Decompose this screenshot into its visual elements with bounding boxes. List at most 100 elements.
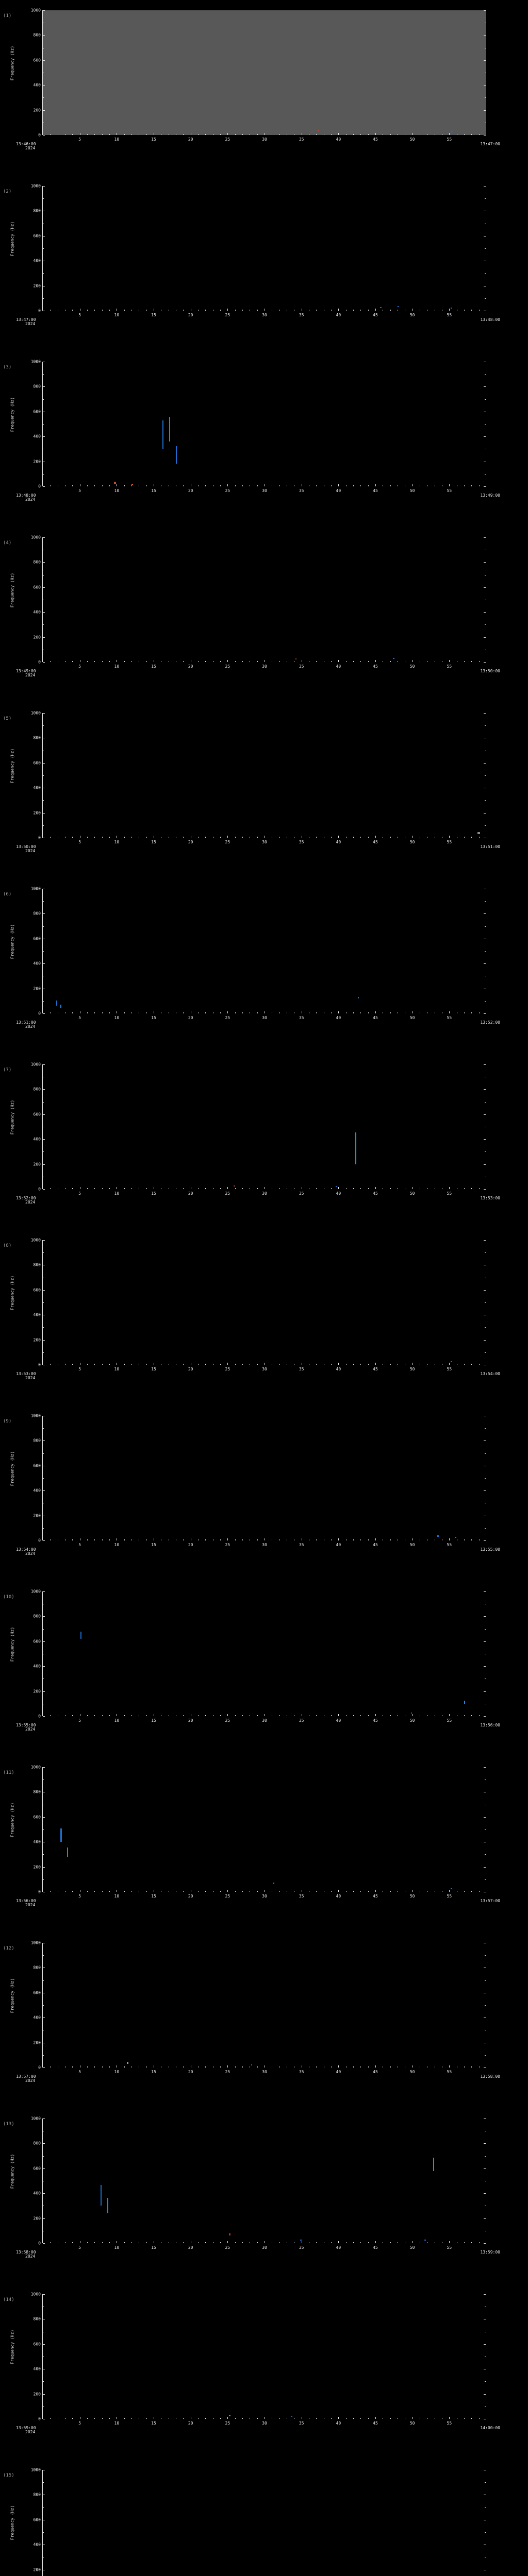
y-tick-label: 600 bbox=[33, 585, 41, 590]
x-tick-minor bbox=[353, 134, 354, 135]
y-tick-mark bbox=[43, 662, 45, 663]
x-tick-label: 30 bbox=[262, 840, 267, 844]
y-tick-mark-right bbox=[484, 1013, 486, 1014]
x-tick-label: 55 bbox=[447, 1191, 452, 1196]
x-tick-minor bbox=[205, 837, 206, 838]
x-tick-minor bbox=[257, 1188, 258, 1189]
y-tick-minor bbox=[43, 1327, 44, 1328]
y-axis-label: Frequency (Hz) bbox=[10, 221, 15, 257]
x-tick-mark bbox=[338, 836, 339, 838]
y-axis-label: Frequency (Hz) bbox=[10, 2154, 15, 2189]
detection-mark bbox=[357, 996, 359, 998]
x-axis-end-time-label: 13:51:00 bbox=[480, 844, 500, 849]
y-tick-label: 600 bbox=[33, 1112, 41, 1117]
x-tick-minor bbox=[316, 2242, 317, 2243]
x-tick-minor bbox=[50, 1364, 51, 1365]
y-tick-mark bbox=[43, 110, 45, 111]
x-tick-minor bbox=[102, 2066, 103, 2067]
x-tick-label: 30 bbox=[262, 2245, 267, 2250]
plot-axes: 0 200 400 600 800 1000 5 10 15 20 25 30 35 40 45 50 55 13… bbox=[16, 1238, 500, 1381]
x-tick-minor bbox=[478, 1364, 480, 1365]
x-tick-mark bbox=[227, 1011, 228, 1013]
y-tick-mark-right bbox=[484, 1616, 486, 1617]
x-tick-label: 45 bbox=[373, 1543, 378, 1547]
x-tick-mark bbox=[412, 1187, 413, 1189]
x-tick-label: 5 bbox=[78, 1894, 81, 1899]
x-tick-minor bbox=[131, 661, 132, 662]
x-tick-minor bbox=[94, 2418, 95, 2419]
x-tick-label: 30 bbox=[262, 1015, 267, 1020]
x-tick-label: 15 bbox=[151, 137, 156, 142]
x-tick-minor bbox=[235, 310, 236, 311]
spectrogram-image bbox=[43, 2294, 486, 2419]
x-tick-minor bbox=[242, 661, 243, 662]
x-tick-label: 45 bbox=[373, 2245, 378, 2250]
x-tick-label: 40 bbox=[336, 2070, 341, 2074]
x-tick-mark bbox=[412, 2065, 413, 2067]
y-tick-label: 0 bbox=[38, 2241, 41, 2246]
x-tick-minor bbox=[220, 1715, 221, 1716]
y-tick-mark bbox=[43, 562, 45, 563]
y-tick-label: 1000 bbox=[30, 1238, 41, 1243]
x-tick-mark bbox=[449, 309, 450, 311]
y-tick-mark bbox=[43, 963, 45, 964]
x-tick-minor bbox=[131, 2066, 132, 2067]
x-tick-minor bbox=[146, 1188, 147, 1189]
x-tick-label: 5 bbox=[78, 840, 81, 844]
x-tick-minor bbox=[316, 661, 317, 662]
x-tick-minor bbox=[471, 1891, 472, 1892]
y-tick-minor bbox=[43, 2005, 44, 2006]
y-tick-mark-right bbox=[484, 612, 486, 613]
y-tick-mark-right bbox=[484, 662, 486, 663]
y-tick-label: 400 bbox=[33, 1488, 41, 1493]
x-tick-label: 10 bbox=[114, 137, 120, 142]
x-tick-minor bbox=[131, 837, 132, 838]
y-tick-minor-right bbox=[485, 775, 486, 776]
y-tick-label: 400 bbox=[33, 785, 41, 790]
x-tick-mark bbox=[449, 660, 450, 662]
y-tick-mark-right bbox=[484, 2394, 486, 2395]
x-tick-minor bbox=[183, 1715, 184, 1716]
y-tick-mark bbox=[43, 2344, 45, 2345]
detection-mark bbox=[176, 446, 177, 464]
y-tick-minor bbox=[43, 2507, 44, 2508]
x-axis-end-time-label: 13:55:00 bbox=[480, 1547, 500, 1552]
detection-mark bbox=[398, 306, 399, 307]
x-tick-label: 45 bbox=[373, 488, 378, 493]
y-tick-label: 600 bbox=[33, 233, 41, 239]
x-tick-mark bbox=[375, 2417, 376, 2419]
x-tick-minor bbox=[390, 310, 391, 311]
x-tick-minor bbox=[368, 1188, 369, 1189]
x-tick-minor bbox=[390, 1012, 391, 1013]
x-tick-minor bbox=[124, 134, 125, 135]
y-tick-minor-right bbox=[485, 2507, 486, 2508]
detection-mark bbox=[113, 482, 116, 484]
x-tick-minor bbox=[464, 1188, 465, 1189]
x-tick-minor bbox=[94, 1012, 95, 1013]
x-tick-label: 55 bbox=[447, 2070, 452, 2074]
x-tick-minor bbox=[87, 1012, 88, 1013]
x-tick-minor bbox=[360, 1364, 361, 1365]
x-tick-label: 55 bbox=[447, 1894, 452, 1899]
x-tick-minor bbox=[257, 1364, 258, 1365]
x-tick-label: 45 bbox=[373, 137, 378, 142]
y-tick-mark-right bbox=[484, 762, 486, 764]
x-tick-label: 35 bbox=[299, 1894, 304, 1899]
x-tick-minor bbox=[478, 1539, 480, 1540]
spectrogram-panel: (3) Frequency (Hz) 0 200 400 600 800 1000 5 10 15 2… bbox=[0, 351, 528, 527]
x-tick-minor bbox=[102, 1012, 103, 1013]
y-tick-mark-right bbox=[484, 1114, 486, 1115]
x-tick-mark bbox=[375, 660, 376, 662]
detection-mark bbox=[229, 2233, 231, 2236]
x-tick-minor bbox=[198, 2418, 199, 2419]
x-tick-label: 15 bbox=[151, 2421, 156, 2426]
y-tick-minor bbox=[43, 1528, 44, 1529]
x-tick-mark bbox=[412, 660, 413, 662]
x-tick-minor bbox=[478, 310, 480, 311]
y-tick-mark bbox=[43, 436, 45, 437]
y-tick-label: 800 bbox=[33, 208, 41, 213]
x-tick-minor bbox=[109, 134, 110, 135]
x-tick-label: 10 bbox=[114, 1015, 120, 1020]
x-tick-label: 50 bbox=[409, 1191, 415, 1196]
x-tick-minor bbox=[131, 1539, 132, 1540]
